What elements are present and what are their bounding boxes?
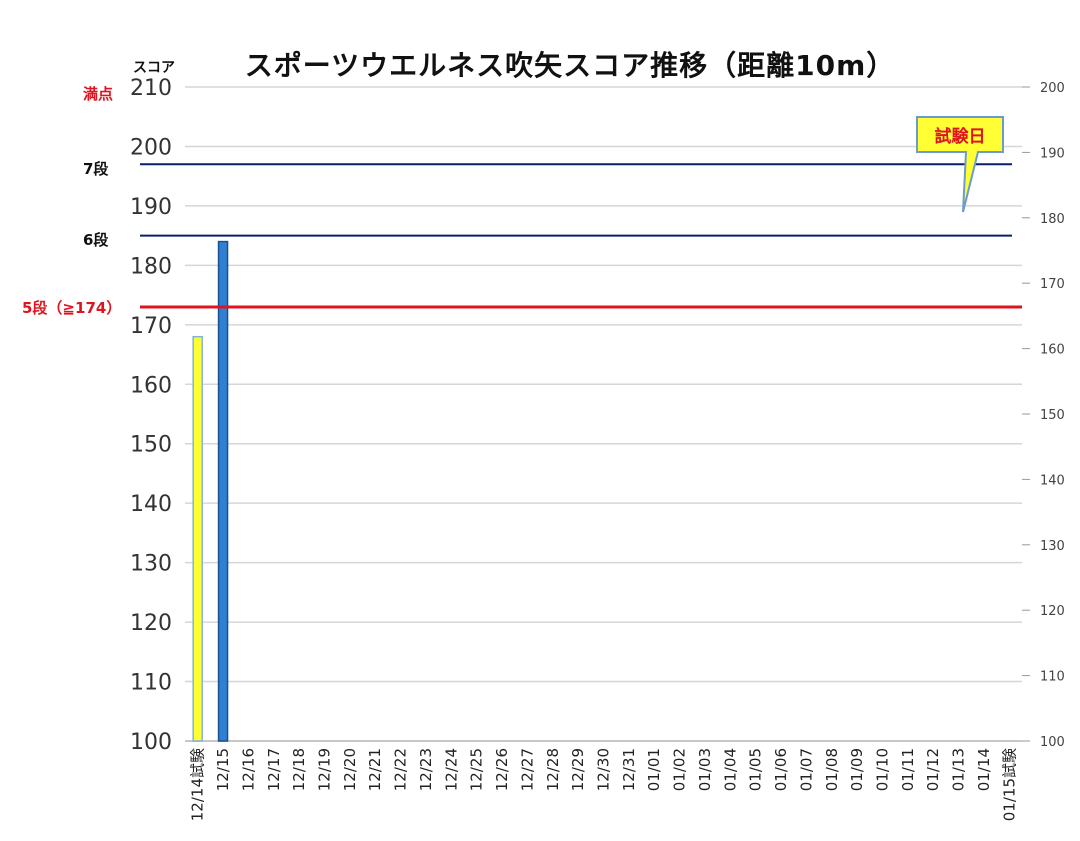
y2-tick-label: 130 bbox=[1040, 539, 1065, 554]
x-tick-label: 12/26 bbox=[493, 748, 511, 791]
y-tick-label: 130 bbox=[130, 552, 172, 577]
x-tick-label: 01/03 bbox=[696, 748, 714, 791]
x-tick-label: 01/12 bbox=[924, 748, 942, 791]
x-tick-label: 12/27 bbox=[518, 748, 536, 791]
x-tick-label: 01/04 bbox=[721, 748, 739, 791]
x-tick-label: 12/21 bbox=[366, 748, 384, 791]
x-tick-label: 12/16 bbox=[239, 748, 257, 791]
x-tick-label: 12/29 bbox=[569, 748, 587, 791]
y2-tick-label: 200 bbox=[1040, 81, 1065, 96]
y-tick-label: 170 bbox=[130, 314, 172, 339]
x-tick-label: 01/06 bbox=[772, 748, 790, 791]
x-tick-label: 12/28 bbox=[544, 748, 562, 791]
x-tick-label: 01/02 bbox=[671, 748, 689, 791]
y2-tick-label: 170 bbox=[1040, 277, 1065, 292]
y2-tick-label: 190 bbox=[1040, 146, 1065, 161]
x-tick-label: 01/15試験 bbox=[1000, 748, 1018, 821]
x-tick-label: 01/07 bbox=[797, 748, 815, 791]
x-tick-label: 12/24 bbox=[442, 748, 460, 791]
x-tick-label: 12/14試験 bbox=[189, 748, 207, 821]
y-tick-label: 160 bbox=[130, 373, 172, 398]
x-tick-label: 12/19 bbox=[316, 748, 334, 791]
x-tick-label: 01/14 bbox=[975, 748, 993, 791]
y2-tick-label: 120 bbox=[1040, 604, 1065, 619]
x-tick-label: 12/20 bbox=[341, 748, 359, 791]
y2-tick-label: 110 bbox=[1040, 670, 1065, 685]
x-tick-label: 12/31 bbox=[620, 748, 638, 791]
x-tick-label: 01/05 bbox=[747, 748, 765, 791]
y-tick-label: 210 bbox=[130, 76, 172, 101]
y-tick-label: 150 bbox=[130, 433, 172, 458]
chart-title: スポーツウエルネス吹矢スコア推移（距離10m） bbox=[244, 49, 896, 82]
y2-tick-label: 100 bbox=[1040, 735, 1065, 750]
x-tick-label: 12/30 bbox=[595, 748, 613, 791]
x-tick-label: 01/01 bbox=[645, 748, 663, 791]
x-tick-label: 12/18 bbox=[290, 748, 308, 791]
threshold-label-5dan: 5段（≧174） bbox=[22, 299, 122, 317]
exam-day-callout: 試験日 bbox=[934, 127, 986, 147]
bar-practice bbox=[217, 240, 229, 742]
y-tick-label: 180 bbox=[130, 254, 172, 279]
y-tick-label: 190 bbox=[130, 195, 172, 220]
x-tick-label: 01/11 bbox=[899, 748, 917, 791]
x-tick-label: 12/17 bbox=[265, 748, 283, 791]
y-tick-label: 110 bbox=[130, 671, 172, 696]
y-tick-label: 100 bbox=[130, 730, 172, 755]
x-tick-label: 01/13 bbox=[950, 748, 968, 791]
x-tick-label: 01/09 bbox=[848, 748, 866, 791]
y-tick-label: 120 bbox=[130, 611, 172, 636]
x-tick-label: 12/22 bbox=[392, 748, 410, 791]
callout-bubble bbox=[916, 116, 1004, 213]
x-tick-label: 01/10 bbox=[874, 748, 892, 791]
bar-test bbox=[192, 335, 203, 742]
threshold-label-full-score: 満点 bbox=[83, 85, 114, 103]
y2-tick-label: 160 bbox=[1040, 343, 1065, 358]
threshold-label-6dan: 6段 bbox=[83, 231, 109, 249]
x-tick-label: 12/25 bbox=[468, 748, 486, 791]
x-tick-label: 12/23 bbox=[417, 748, 435, 791]
y2-tick-label: 150 bbox=[1040, 408, 1065, 423]
y2-tick-label: 180 bbox=[1040, 212, 1065, 227]
x-tick-label: 01/08 bbox=[823, 748, 841, 791]
y-tick-label: 200 bbox=[130, 135, 172, 160]
y-axis-label: スコア bbox=[133, 60, 175, 76]
x-tick-label: 12/15 bbox=[214, 748, 232, 791]
y-tick-label: 140 bbox=[130, 492, 172, 517]
y2-tick-label: 140 bbox=[1040, 473, 1065, 488]
threshold-label-7dan: 7段 bbox=[83, 160, 109, 178]
